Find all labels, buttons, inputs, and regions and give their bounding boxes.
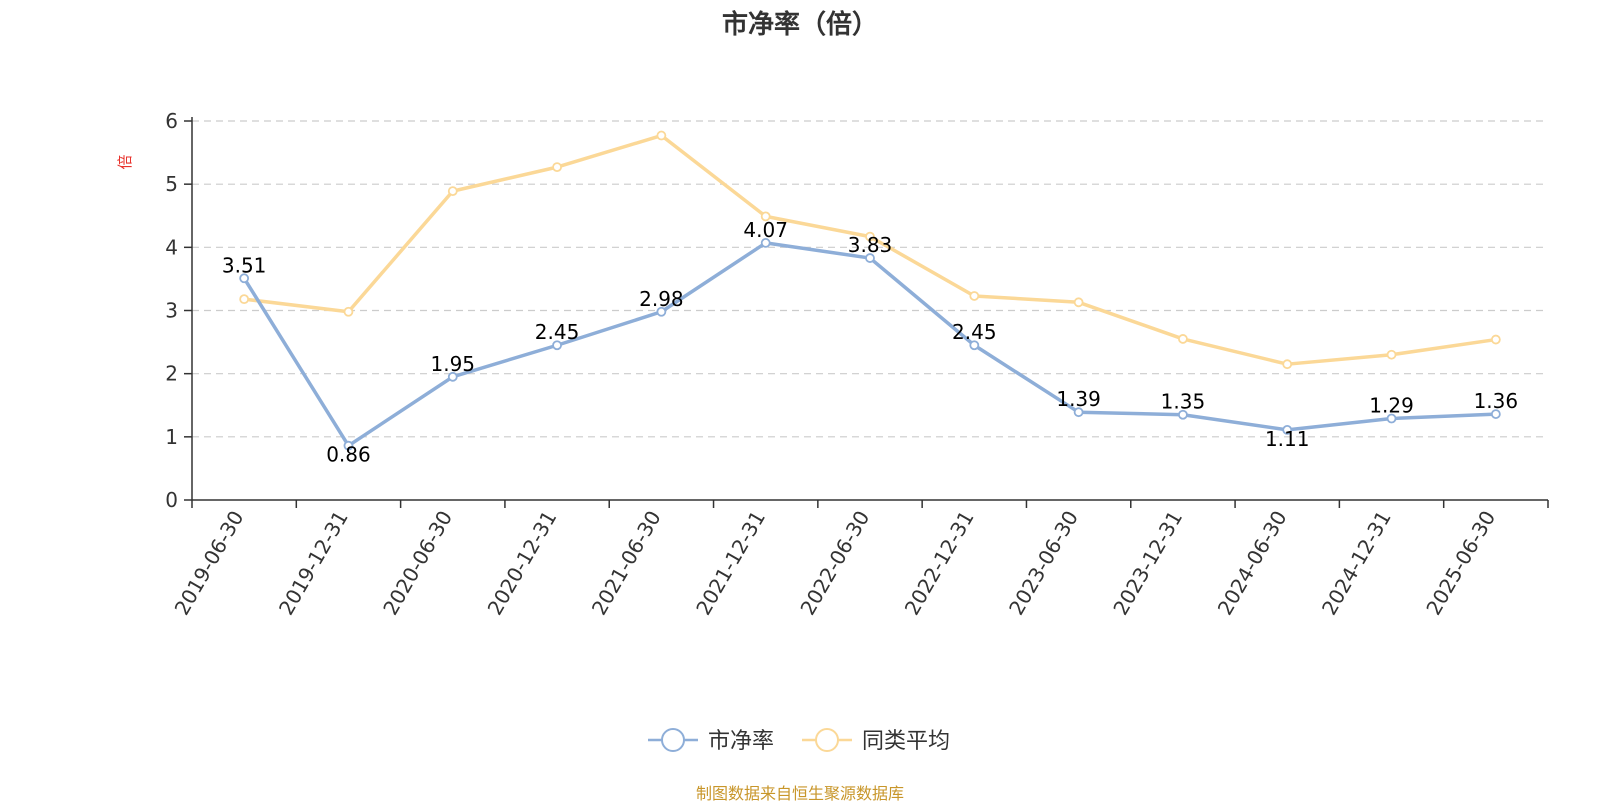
series-layer bbox=[239, 130, 1501, 451]
series-line bbox=[242, 241, 1496, 448]
data-label: 1.35 bbox=[1161, 390, 1206, 414]
x-tick-label: 2019-12-31 bbox=[274, 507, 353, 620]
data-label: 1.95 bbox=[431, 352, 476, 376]
data-point bbox=[1490, 409, 1501, 419]
data-labels: 3.51 0.86 1.95 2.45 2.98 4.07 3.83 2.45 1.39 1.35… bbox=[222, 218, 1518, 467]
x-tick-label: 2022-12-31 bbox=[900, 506, 979, 619]
data-point bbox=[760, 211, 771, 222]
x-tick-label: 2021-12-31 bbox=[691, 507, 770, 620]
y-tick-label: 4 bbox=[165, 235, 178, 259]
legend-marker bbox=[815, 728, 839, 752]
data-point bbox=[865, 231, 875, 242]
data-label: 1.36 bbox=[1474, 389, 1519, 413]
series-average bbox=[239, 130, 1501, 370]
data-point bbox=[969, 291, 980, 301]
data-point bbox=[760, 238, 771, 248]
x-tick-labels: 2019-06-30 2019-12-31 2020-06-30 2020-12-31… bbox=[170, 506, 1501, 619]
legend[interactable]: 市净率 同类平均 bbox=[648, 728, 950, 754]
series-main bbox=[239, 238, 1501, 451]
data-point bbox=[1386, 349, 1397, 360]
grid-lines bbox=[192, 120, 1548, 438]
x-tick-label: 2020-12-31 bbox=[483, 507, 562, 620]
data-point bbox=[865, 253, 875, 263]
data-point bbox=[343, 306, 354, 317]
data-point bbox=[1178, 334, 1188, 344]
source-note: 制图数据来自恒生聚源数据库 bbox=[695, 784, 904, 803]
data-point bbox=[1490, 334, 1501, 345]
data-point bbox=[447, 186, 458, 197]
data-point bbox=[1178, 409, 1188, 420]
x-tick-label: 2025-06-30 bbox=[1421, 507, 1500, 620]
legend-item-average[interactable]: 同类平均 bbox=[802, 728, 950, 754]
legend-marker bbox=[661, 728, 685, 752]
data-point bbox=[656, 306, 667, 317]
data-point bbox=[1073, 407, 1084, 418]
y-tick-label: 3 bbox=[165, 299, 178, 323]
data-label: 2.45 bbox=[952, 320, 997, 344]
data-point bbox=[1073, 297, 1084, 308]
data-point bbox=[447, 371, 458, 382]
y-tick-label: 0 bbox=[165, 488, 178, 512]
y-tick-labels: 0 1 2 3 4 5 6 bbox=[165, 109, 178, 512]
data-point bbox=[1386, 413, 1397, 424]
data-point bbox=[239, 273, 250, 284]
y-tick-label: 5 bbox=[165, 172, 178, 196]
data-point bbox=[1282, 424, 1293, 435]
legend-label: 市净率 bbox=[708, 729, 774, 754]
y-tick-label: 6 bbox=[165, 109, 178, 133]
legend-item-main[interactable]: 市净率 bbox=[648, 728, 774, 754]
data-label: 0.86 bbox=[326, 443, 371, 467]
x-tick-label: 2020-06-30 bbox=[378, 507, 457, 620]
y-tick-label: 2 bbox=[165, 362, 178, 386]
data-point bbox=[343, 440, 354, 451]
line-chart: 倍 0 1 2 3 4 5 6 2019-06-30 2019-12-31 2020-06-30… bbox=[116, 109, 1549, 754]
data-label: 4.07 bbox=[743, 218, 788, 242]
data-label: 2.45 bbox=[535, 320, 580, 344]
x-tick-label: 2024-06-30 bbox=[1213, 507, 1292, 620]
x-tick-label: 2023-06-30 bbox=[1004, 507, 1083, 620]
x-tick-label: 2019-06-30 bbox=[170, 507, 249, 620]
x-tick-label: 2023-12-31 bbox=[1108, 507, 1187, 620]
x-tick-label: 2024-12-31 bbox=[1317, 507, 1396, 620]
x-tick-label: 2021-06-30 bbox=[587, 507, 666, 620]
data-point bbox=[552, 340, 562, 351]
data-label: 1.11 bbox=[1265, 427, 1310, 451]
data-point bbox=[656, 130, 667, 141]
data-point bbox=[1282, 359, 1293, 370]
data-point bbox=[969, 340, 980, 351]
y-tick-label: 1 bbox=[165, 425, 178, 449]
data-label: 3.51 bbox=[222, 253, 267, 277]
data-label: 1.29 bbox=[1369, 394, 1414, 418]
data-point bbox=[239, 294, 250, 305]
axes bbox=[184, 117, 1549, 508]
chart-title: 市净率（倍） bbox=[721, 10, 878, 40]
data-point bbox=[552, 162, 562, 173]
y-axis-label: 倍 bbox=[116, 154, 134, 169]
data-label: 2.98 bbox=[639, 287, 684, 311]
data-label: 1.39 bbox=[1056, 387, 1101, 411]
data-label: 3.83 bbox=[848, 233, 893, 257]
legend-label: 同类平均 bbox=[862, 729, 950, 754]
x-tick-label: 2022-06-30 bbox=[795, 507, 874, 620]
